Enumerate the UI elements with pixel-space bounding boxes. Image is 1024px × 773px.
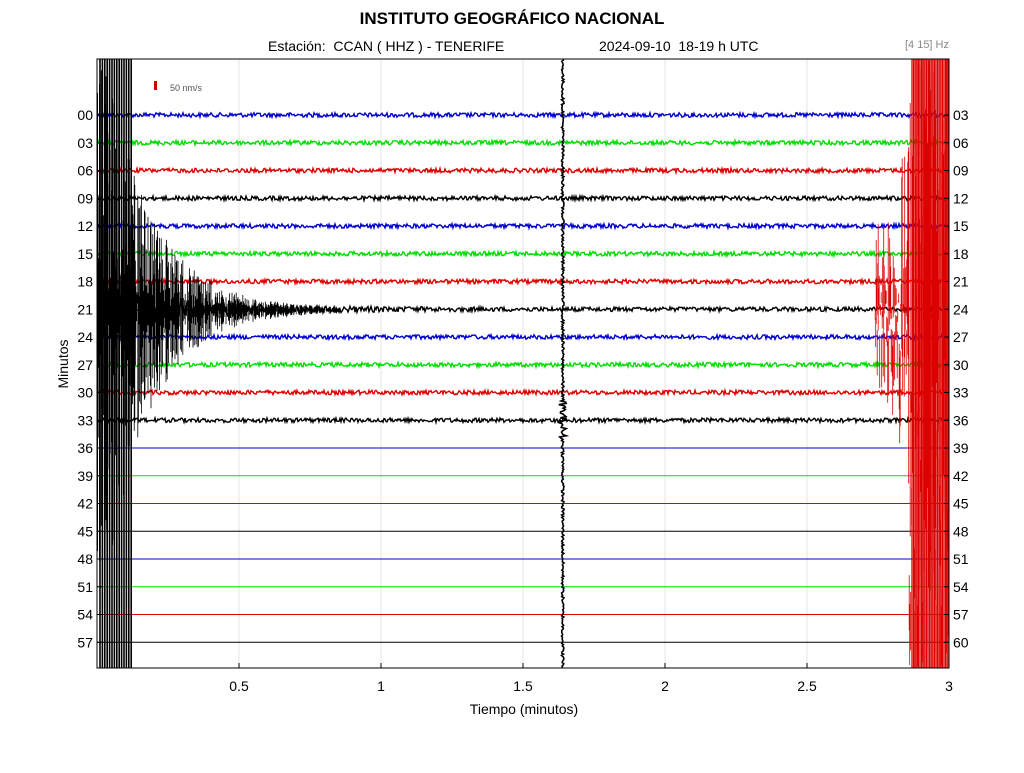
- y-tick-label-right: 09: [953, 163, 969, 179]
- y-tick-label-left: 06: [77, 163, 93, 179]
- y-tick-label-right: 15: [953, 218, 969, 234]
- y-axis-label: Minutos: [55, 339, 71, 388]
- x-axis-label: Tiempo (minutos): [470, 701, 578, 717]
- page-title: INSTITUTO GEOGRÁFICO NACIONAL: [359, 9, 665, 28]
- y-tick-label-left: 27: [77, 357, 93, 373]
- y-tick-label-right: 27: [953, 329, 969, 345]
- y-tick-label-left: 30: [77, 385, 93, 401]
- y-tick-label-left: 54: [77, 607, 93, 623]
- y-tick-label-left: 21: [77, 301, 93, 317]
- y-tick-label-right: 06: [953, 135, 969, 151]
- trace-line: [97, 387, 949, 398]
- trace-line: [97, 415, 949, 426]
- y-tick-label-right: 33: [953, 385, 969, 401]
- trace-line: [97, 137, 949, 148]
- y-tick-label-left: 00: [77, 107, 93, 123]
- x-tick-label: 1: [377, 678, 385, 694]
- trace-line: [97, 360, 949, 370]
- y-tick-label-right: 03: [953, 107, 969, 123]
- datetime-label: 2024-09-10 18-19 h UTC: [599, 38, 759, 54]
- y-tick-label-right: 51: [953, 551, 969, 567]
- x-tick-label: 0.5: [229, 678, 249, 694]
- y-tick-label-left: 03: [77, 135, 93, 151]
- grid-lines: [238, 59, 808, 668]
- trace-line: [97, 332, 949, 342]
- y-tick-label-left: 15: [77, 246, 93, 262]
- y-tick-label-left: 51: [77, 579, 93, 595]
- scale-bar-label: 50 nm/s: [170, 83, 203, 93]
- y-tick-label-left: 18: [77, 274, 93, 290]
- seismic-traces: [97, 59, 949, 668]
- y-tick-label-right: 12: [953, 190, 969, 206]
- x-tick-label: 1.5: [513, 678, 533, 694]
- y-tick-label-right: 60: [953, 634, 969, 650]
- trace-line: [97, 193, 949, 204]
- y-tick-label-left: 24: [77, 329, 93, 345]
- y-tick-label-left: 09: [77, 190, 93, 206]
- trace-line: [97, 165, 949, 176]
- y-tick-label-right: 57: [953, 607, 969, 623]
- y-tick-label-left: 36: [77, 440, 93, 456]
- y-tick-label-left: 57: [77, 634, 93, 650]
- y-tick-label-right: 18: [953, 246, 969, 262]
- filter-label: [4 15] Hz: [904, 39, 949, 51]
- y-tick-label-left: 45: [77, 523, 93, 539]
- y-tick-label-right: 45: [953, 496, 969, 512]
- trace-line: [97, 110, 949, 120]
- y-tick-label-left: 42: [77, 496, 93, 512]
- y-tick-label-right: 39: [953, 440, 969, 456]
- station-label: Estación: CCAN ( HHZ ) - TENERIFE: [268, 38, 505, 54]
- event-spike-mid: [557, 59, 570, 668]
- x-tick-label: 3: [945, 678, 953, 694]
- y-tick-label-left: 12: [77, 218, 93, 234]
- y-tick-label-right: 36: [953, 412, 969, 428]
- scale-bar: 50 nm/s: [154, 81, 203, 93]
- y-tick-label-right: 24: [953, 301, 969, 317]
- trace-line: [97, 221, 949, 231]
- trace-line: [97, 276, 949, 287]
- y-tick-label-left: 39: [77, 468, 93, 484]
- y-tick-label-left: 33: [77, 412, 93, 428]
- x-tick-label: 2.5: [797, 678, 817, 694]
- y-tick-label-right: 21: [953, 274, 969, 290]
- y-tick-label-right: 48: [953, 523, 969, 539]
- trace-line: [97, 248, 949, 259]
- y-tick-label-right: 30: [953, 357, 969, 373]
- scale-bar-mark: [154, 81, 157, 90]
- y-tick-label-right: 42: [953, 468, 969, 484]
- y-tick-label-right: 54: [953, 579, 969, 595]
- y-tick-label-left: 48: [77, 551, 93, 567]
- x-tick-label: 2: [661, 678, 669, 694]
